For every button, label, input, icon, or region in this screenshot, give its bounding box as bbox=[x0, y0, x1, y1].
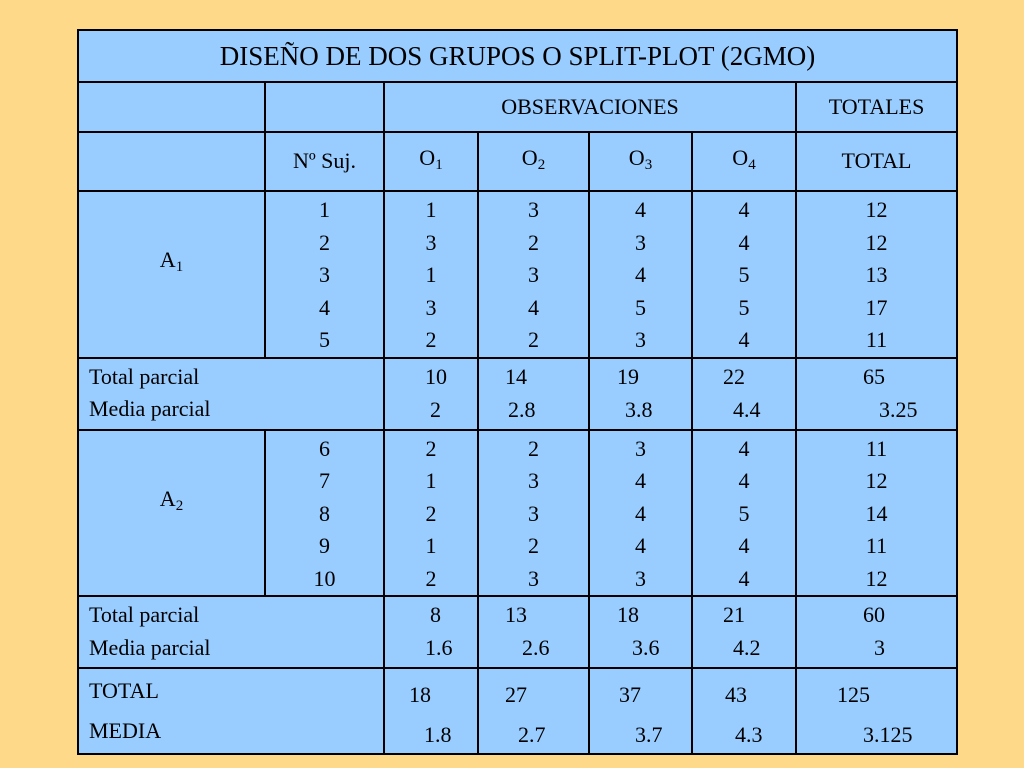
o2-partial: 14 2.8 bbox=[477, 356, 590, 431]
grand-labels: TOTAL MEDIA bbox=[77, 667, 385, 755]
observaciones-header: OBSERVACIONES bbox=[383, 81, 797, 133]
o1-header: O1 bbox=[383, 131, 479, 192]
o3-grand: 37 3.7 bbox=[588, 667, 693, 755]
total-grand: 125 3.125 bbox=[794, 667, 959, 755]
group-a1-partial-summary: Total parcial Media parcial 10 2 14 2.8 1… bbox=[77, 356, 959, 431]
empty-header-cell bbox=[77, 131, 266, 192]
o4-partial: 21 4.2 bbox=[691, 595, 797, 669]
subject-number-header: Nº Suj. bbox=[264, 131, 385, 192]
o4-grand: 43 4.3 bbox=[691, 667, 797, 755]
o4-partial: 22 4.4 bbox=[691, 356, 797, 431]
empty-header-cell bbox=[264, 81, 385, 133]
o2-grand: 27 2.7 bbox=[477, 667, 590, 755]
group-a1-label: A1 bbox=[77, 190, 266, 359]
o2-partial: 13 2.6 bbox=[477, 595, 590, 669]
o1-partial: 8 1.6 bbox=[383, 595, 479, 669]
o1-grand: 18 1.8 bbox=[383, 667, 479, 755]
o3-partial: 18 3.6 bbox=[588, 595, 693, 669]
total-column: 11 12 14 11 12 bbox=[794, 428, 959, 597]
total-header: TOTAL bbox=[794, 131, 959, 192]
o1-partial: 10 2 bbox=[383, 356, 479, 431]
o3-header: O3 bbox=[588, 131, 693, 192]
partial-labels: Total parcial Media parcial bbox=[77, 356, 385, 431]
partial-labels: Total parcial Media parcial bbox=[77, 595, 385, 669]
totales-header: TOTALES bbox=[794, 81, 959, 133]
o4-header: O4 bbox=[691, 131, 797, 192]
group-a2-label: A2 bbox=[77, 428, 266, 597]
table-title: DISEÑO DE DOS GRUPOS O SPLIT-PLOT (2GMO) bbox=[76, 29, 959, 83]
total-partial: 60 3 bbox=[794, 595, 959, 669]
empty-header-cell bbox=[77, 81, 266, 133]
group-a2-partial-summary: Total parcial Media parcial 8 1.6 13 2.6 … bbox=[77, 595, 959, 669]
split-plot-table: DISEÑO DE DOS GRUPOS O SPLIT-PLOT (2GMO)… bbox=[76, 29, 959, 755]
grand-total-summary: TOTAL MEDIA 18 1.8 27 2.7 37 3.7 43 4.3 1… bbox=[77, 667, 959, 755]
o3-partial: 19 3.8 bbox=[588, 356, 693, 431]
total-column: 12 12 13 17 11 bbox=[794, 190, 959, 359]
total-partial: 65 3.25 bbox=[794, 356, 959, 431]
o2-header: O2 bbox=[477, 131, 590, 192]
subject-column: 6 7 8 9 10 bbox=[264, 428, 385, 597]
